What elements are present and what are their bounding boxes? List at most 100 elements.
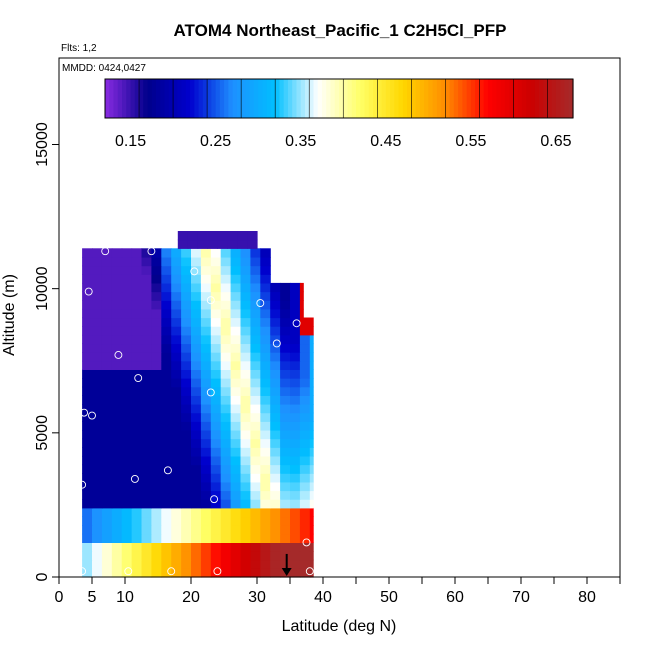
heatmap-cell <box>121 282 133 293</box>
heatmap-cell <box>230 473 242 483</box>
colorbar-segment <box>275 79 281 118</box>
heatmap-cell <box>171 291 182 301</box>
heatmap-cell <box>280 455 291 466</box>
heatmap-cell <box>270 343 281 353</box>
heatmap-cell <box>299 386 311 396</box>
heatmap-cell <box>260 326 271 336</box>
heatmap-cell <box>82 421 93 431</box>
heatmap-cell <box>299 568 311 578</box>
heatmap-cell <box>270 525 281 535</box>
heatmap-cell <box>181 412 192 422</box>
heatmap-cell <box>240 568 251 578</box>
flights-annotation: Flts: 1,2 <box>61 43 97 54</box>
heatmap-cell <box>191 343 202 353</box>
heatmap-cell <box>131 282 143 293</box>
heatmap-cell <box>290 378 301 388</box>
colorbar-segment <box>143 79 149 118</box>
colorbar-segment <box>190 79 195 118</box>
heatmap-cell <box>171 464 182 474</box>
heatmap-cell <box>101 464 113 474</box>
heatmap-cell <box>141 473 152 483</box>
heatmap-cell <box>92 317 103 327</box>
heatmap-cell <box>131 256 143 267</box>
heatmap-cell <box>101 334 113 345</box>
heatmap-cell <box>141 282 152 293</box>
heatmap-cell <box>92 308 103 319</box>
heatmap-cell <box>191 360 202 370</box>
heatmap-cell <box>141 542 152 552</box>
heatmap-cell <box>82 256 93 267</box>
heatmap-cell <box>191 282 202 293</box>
heatmap-cell <box>250 481 261 492</box>
heatmap-cell <box>82 343 93 353</box>
heatmap-cell <box>270 499 281 509</box>
heatmap-cell <box>92 352 103 362</box>
heatmap-cell <box>161 308 172 319</box>
chart-title: ATOM4 Northeast_Pacific_1 C2H5Cl_PFP <box>174 21 507 40</box>
heatmap-cell <box>299 542 311 552</box>
heatmap-cell <box>181 352 192 362</box>
heatmap-cell <box>82 360 93 370</box>
heatmap-cell <box>280 533 291 543</box>
heatmap-cell <box>171 499 182 509</box>
heatmap-cell <box>101 559 113 569</box>
heatmap-cell <box>111 438 123 448</box>
heatmap-cell <box>181 429 192 440</box>
heatmap-cell <box>309 542 314 552</box>
heatmap-cell <box>82 378 93 388</box>
heatmap-cell <box>161 421 172 431</box>
colorbar-tick-label: 0.45 <box>370 133 401 150</box>
heatmap-cell <box>121 412 133 422</box>
heatmap-cell <box>82 551 93 561</box>
heatmap-cell <box>260 525 271 535</box>
heatmap-cell <box>220 525 232 535</box>
heatmap-cell <box>181 473 192 483</box>
heatmap-cell <box>290 533 301 543</box>
heatmap-cell <box>220 291 232 301</box>
heatmap-cell <box>280 551 291 561</box>
heatmap-cell <box>111 308 123 319</box>
heatmap-cell <box>111 360 123 370</box>
heatmap-cell <box>121 499 133 509</box>
heatmap-cell <box>121 404 133 414</box>
heatmap-cell <box>260 386 271 396</box>
heatmap-cell <box>161 360 172 370</box>
heatmap-cell <box>270 438 281 448</box>
heatmap-cell <box>151 429 162 440</box>
heatmap-cell <box>260 412 271 422</box>
heatmap-cell <box>200 507 212 518</box>
heatmap-cell <box>290 343 301 353</box>
heatmap-cell <box>92 343 103 353</box>
heatmap-cell <box>181 282 192 293</box>
heatmap-cell <box>101 378 113 388</box>
heatmap-cell <box>151 360 162 370</box>
heatmap-cell <box>131 265 143 275</box>
heatmap-cell <box>250 464 261 474</box>
heatmap-cell <box>200 308 212 319</box>
heatmap-cell <box>240 369 251 379</box>
heatmap-cell <box>220 516 232 526</box>
heatmap-cell <box>181 256 192 267</box>
heatmap-cell <box>200 291 212 301</box>
colorbar-segment <box>351 79 357 118</box>
heatmap-cell <box>141 256 152 267</box>
heatmap-cell <box>181 499 192 509</box>
heatmap-cell <box>240 386 251 396</box>
heatmap-cell <box>220 490 232 500</box>
heatmap-cell <box>151 317 162 327</box>
heatmap-cell <box>111 542 123 552</box>
heatmap-cell <box>181 455 192 466</box>
heatmap-cell <box>200 395 212 405</box>
heatmap-cell <box>161 300 172 310</box>
heatmap-cell <box>101 291 113 301</box>
heatmap-cell <box>92 421 103 431</box>
colorbar-segment <box>534 79 540 118</box>
heatmap-cell <box>200 481 212 492</box>
heatmap-cell <box>220 455 232 466</box>
heatmap-cell <box>200 464 212 474</box>
colorbar-segment <box>287 79 293 118</box>
heatmap-cell <box>230 568 242 578</box>
heatmap-cell <box>101 525 113 535</box>
heatmap-cell <box>101 326 113 336</box>
heatmap-cell <box>290 438 301 448</box>
